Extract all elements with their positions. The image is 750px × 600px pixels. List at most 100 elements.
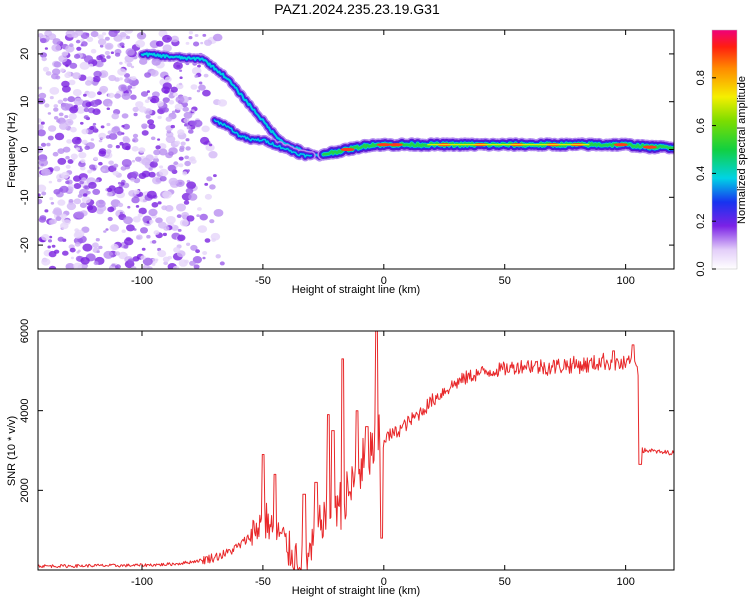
y-tick-label: 6000 bbox=[19, 319, 31, 343]
noise-blob bbox=[55, 75, 61, 80]
noise-blob bbox=[185, 138, 190, 142]
noise-blob bbox=[146, 90, 150, 93]
noise-blob bbox=[123, 244, 129, 249]
x-tick-label: 50 bbox=[499, 576, 511, 588]
noise-blob bbox=[154, 155, 158, 159]
noise-blob bbox=[137, 213, 143, 218]
noise-blob bbox=[130, 177, 136, 182]
colorbar-tick-label: 0.4 bbox=[695, 166, 707, 181]
noise-blob bbox=[46, 36, 50, 40]
noise-blob bbox=[144, 99, 150, 104]
noise-blob bbox=[159, 168, 169, 177]
colorbar-gradient bbox=[711, 29, 738, 270]
noise-blob bbox=[206, 176, 213, 182]
noise-blob bbox=[215, 254, 221, 259]
noise-blob bbox=[62, 85, 71, 93]
noise-blob bbox=[68, 79, 76, 86]
noise-blob bbox=[168, 100, 175, 105]
noise-blob bbox=[103, 250, 114, 259]
noise-blob bbox=[41, 56, 47, 62]
noise-blob bbox=[120, 182, 125, 186]
noise-blob bbox=[178, 163, 184, 168]
noise-blob bbox=[203, 73, 209, 78]
noise-blob bbox=[122, 136, 130, 142]
noise-blob bbox=[76, 46, 82, 51]
noise-blob bbox=[177, 129, 185, 136]
noise-blob bbox=[72, 89, 82, 97]
noise-blob bbox=[42, 66, 50, 72]
noise-blob bbox=[165, 135, 176, 144]
noise-blob bbox=[211, 238, 217, 242]
noise-blob bbox=[182, 106, 189, 112]
noise-blob bbox=[204, 238, 211, 243]
noise-blob bbox=[81, 177, 87, 182]
noise-blob bbox=[90, 100, 100, 107]
noise-blob bbox=[183, 111, 193, 119]
noise-blob bbox=[121, 229, 126, 233]
noise-blob bbox=[135, 205, 140, 208]
noise-blob bbox=[57, 157, 67, 165]
noise-blob bbox=[151, 202, 159, 208]
x-tick-label: 100 bbox=[616, 576, 634, 588]
noise-blob bbox=[197, 207, 202, 211]
noise-speckle bbox=[38, 30, 228, 269]
noise-blob bbox=[93, 156, 99, 161]
x-tick-label: 100 bbox=[616, 275, 634, 287]
noise-blob bbox=[97, 34, 104, 40]
noise-blob bbox=[60, 102, 71, 111]
noise-blob bbox=[178, 156, 184, 161]
noise-blob bbox=[80, 257, 90, 265]
noise-blob bbox=[124, 30, 134, 34]
noise-blob bbox=[95, 199, 106, 208]
noise-blob bbox=[135, 234, 143, 240]
noise-blob bbox=[162, 232, 167, 237]
colorbar-tick-label: 0.8 bbox=[695, 70, 707, 85]
noise-blob bbox=[145, 154, 154, 162]
spectrogram-x-label: Height of straight line (km) bbox=[292, 284, 420, 296]
noise-blob bbox=[126, 62, 133, 67]
noise-blob bbox=[141, 247, 146, 251]
noise-blob bbox=[67, 159, 74, 164]
noise-blob bbox=[162, 44, 172, 52]
noise-blob bbox=[167, 164, 176, 172]
noise-blob bbox=[142, 257, 153, 266]
noise-blob bbox=[194, 34, 199, 37]
noise-blob bbox=[156, 100, 164, 107]
noise-blob bbox=[172, 92, 178, 97]
noise-blob bbox=[110, 51, 114, 54]
noise-blob bbox=[38, 97, 46, 105]
noise-blob bbox=[150, 136, 156, 141]
noise-blob bbox=[130, 94, 137, 100]
noise-blob bbox=[92, 76, 101, 83]
noise-blob bbox=[185, 146, 191, 151]
noise-blob bbox=[109, 224, 119, 232]
noise-blob bbox=[121, 124, 125, 128]
noise-blob bbox=[121, 159, 132, 167]
noise-blob bbox=[182, 171, 188, 176]
noise-blob bbox=[193, 264, 200, 269]
noise-blob bbox=[107, 216, 113, 222]
noise-blob bbox=[49, 87, 60, 95]
noise-blob bbox=[79, 202, 87, 208]
noise-blob bbox=[73, 198, 82, 205]
noise-blob bbox=[127, 79, 133, 84]
noise-blob bbox=[52, 68, 61, 76]
noise-blob bbox=[171, 110, 176, 114]
noise-blob bbox=[204, 39, 212, 46]
noise-blob bbox=[208, 143, 213, 147]
noise-blob bbox=[119, 211, 123, 215]
noise-blob bbox=[184, 155, 190, 160]
noise-blob bbox=[200, 41, 204, 45]
noise-blob bbox=[185, 187, 194, 195]
noise-blob bbox=[202, 251, 208, 255]
noise-blob bbox=[68, 199, 74, 203]
noise-blob bbox=[179, 76, 183, 79]
y-tick-label: 10 bbox=[19, 96, 31, 108]
noise-blob bbox=[190, 84, 198, 90]
noise-blob bbox=[87, 169, 93, 174]
noise-blob bbox=[96, 55, 103, 61]
noise-blob bbox=[73, 262, 82, 269]
noise-blob bbox=[205, 144, 215, 152]
noise-blob bbox=[54, 132, 65, 141]
noise-blob bbox=[193, 41, 200, 47]
